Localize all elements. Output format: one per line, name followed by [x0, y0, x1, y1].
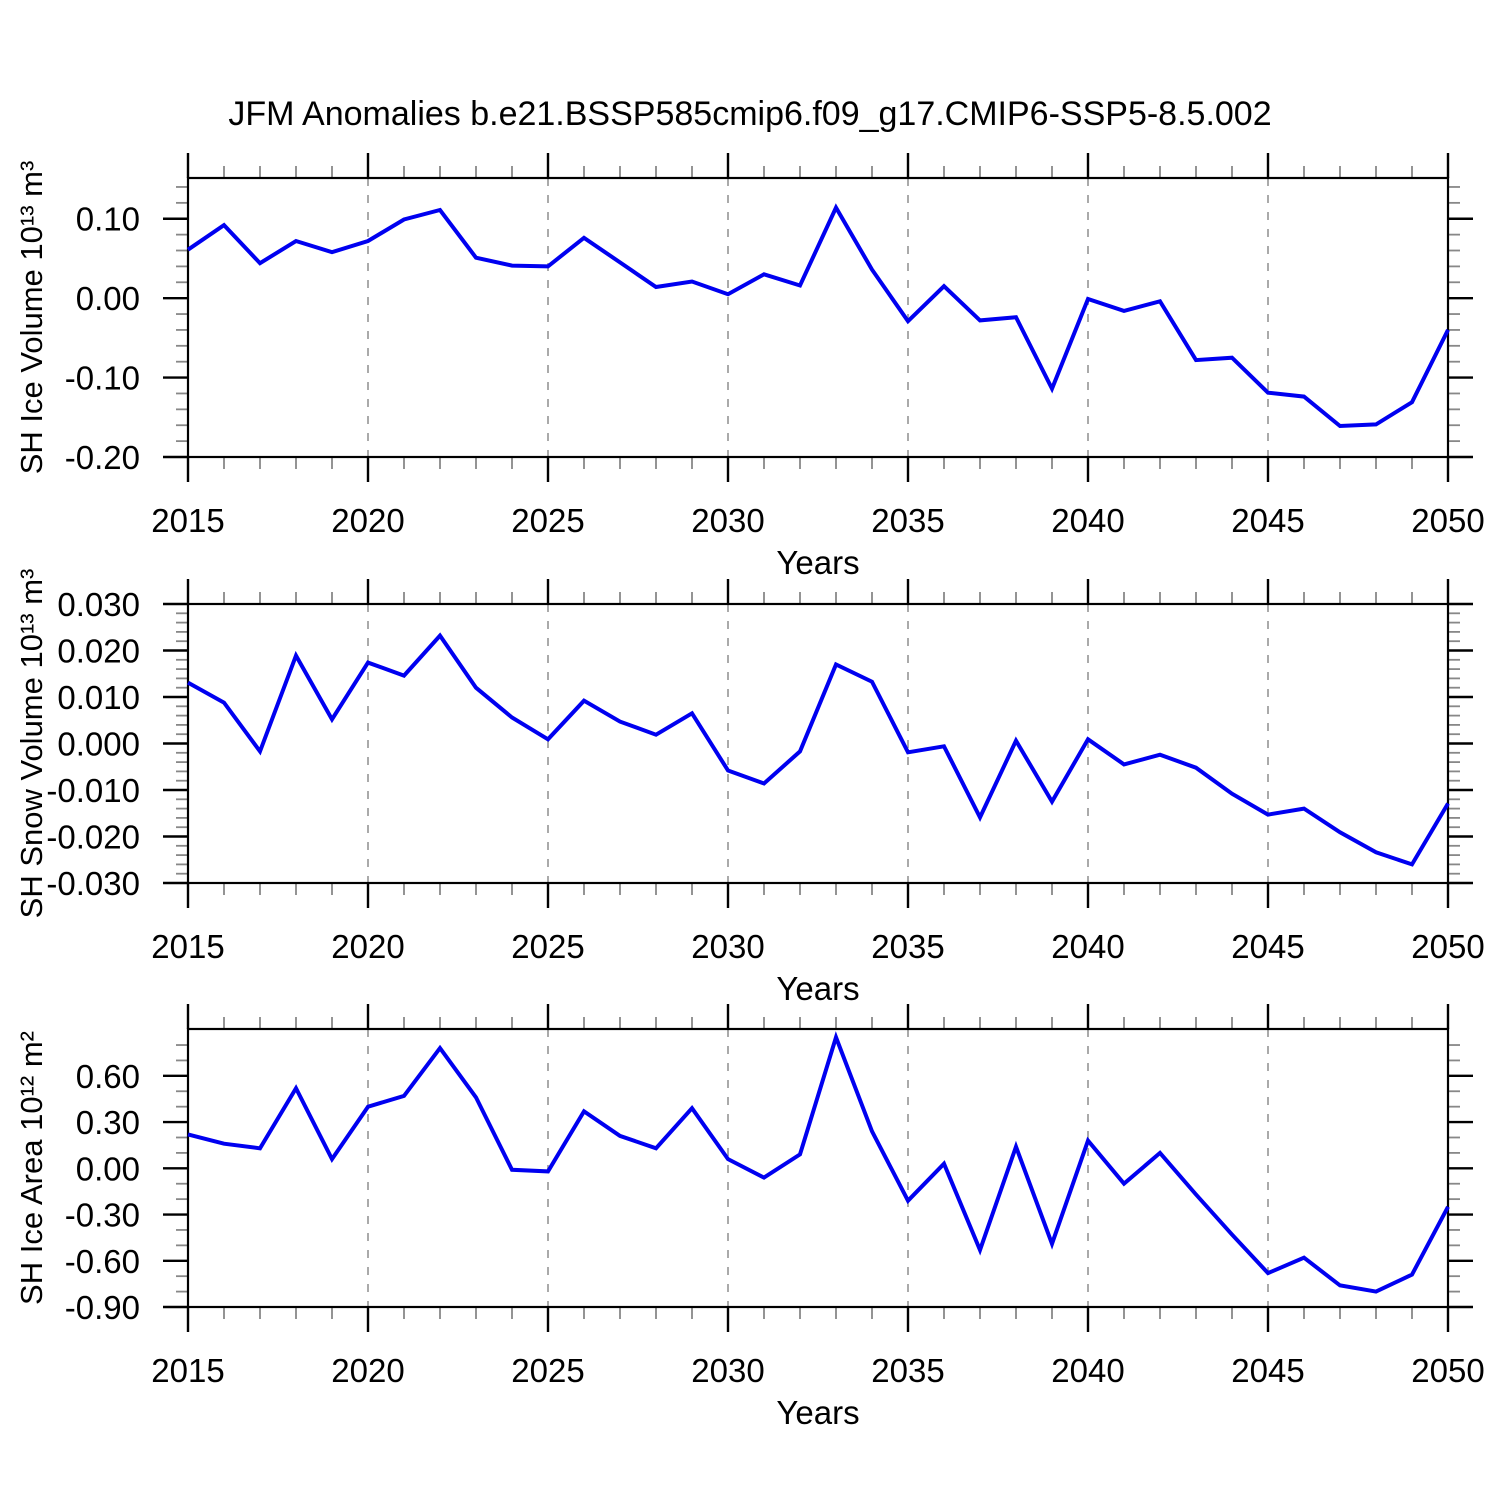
x-tick-label: 2035: [871, 1352, 944, 1389]
y-tick-label: -0.10: [65, 360, 140, 397]
y-tick-label: -0.60: [65, 1243, 140, 1280]
y-tick-label: 0.030: [57, 586, 140, 623]
panel-ice-volume: 0.10 0.00 -0.10 -0.20 2015 2020 2025 2030 2035 20…: [14, 153, 1485, 581]
x-tick-label: 2025: [511, 1352, 584, 1389]
plot-box: [186, 176, 1450, 459]
x-tick-label: 2045: [1231, 502, 1304, 539]
panel-ice-area: 0.60 0.30 0.00 -0.30 -0.60 -0.90 2015 2020 2025 2…: [14, 1004, 1485, 1431]
x-tick-label: 2050: [1411, 502, 1484, 539]
x-tick-label: 2025: [511, 502, 584, 539]
x-tick-label: 2015: [151, 1352, 224, 1389]
y-axis-title: SH Ice Volume 10¹³ m³: [14, 161, 49, 475]
x-tick-label: 2030: [691, 1352, 764, 1389]
plot-box: [186, 602, 1450, 885]
y-tick-label: 0.60: [76, 1058, 140, 1095]
y-tick-label: 0.00: [76, 280, 140, 317]
x-tick-label: 2040: [1051, 928, 1124, 965]
chart-title: JFM Anomalies b.e21.BSSP585cmip6.f09_g17…: [228, 95, 1272, 133]
x-tick-label: 2030: [691, 928, 764, 965]
x-tick-label: 2035: [871, 502, 944, 539]
y-tick-label: 0.010: [57, 679, 140, 716]
y-tick-label: 0.30: [76, 1104, 140, 1141]
y-axis-title: SH Snow Volume 10¹³ m³: [14, 569, 49, 919]
x-tick-label: 2040: [1051, 502, 1124, 539]
plot-box: [186, 1027, 1450, 1309]
y-tick-label: 0.020: [57, 633, 140, 670]
x-tick-label: 2045: [1231, 1352, 1304, 1389]
x-tick-label: 2050: [1411, 1352, 1484, 1389]
x-tick-label: 2030: [691, 502, 764, 539]
panel-snow-volume: 0.030 0.020 0.010 0.000 -0.010 -0.020 -0.030 20…: [14, 569, 1485, 1007]
y-tick-label: -0.90: [65, 1289, 140, 1326]
x-tick-label: 2020: [331, 502, 404, 539]
y-tick-label: 0.00: [76, 1150, 140, 1187]
y-tick-label: -0.30: [65, 1197, 140, 1234]
y-axis-title: SH Ice Area 10¹² m²: [14, 1031, 49, 1305]
x-tick-label: 2050: [1411, 928, 1484, 965]
x-axis-title: Years: [776, 970, 859, 1007]
x-tick-label: 2045: [1231, 928, 1304, 965]
x-tick-label: 2020: [331, 1352, 404, 1389]
data-line-ice-volume: [186, 203, 1450, 429]
y-tick-label: -0.010: [46, 772, 140, 809]
x-axis-title: Years: [776, 1394, 859, 1431]
data-line-ice-area: [187, 1031, 1450, 1294]
x-axis-title: Years: [776, 544, 859, 581]
x-tick-label: 2020: [331, 928, 404, 965]
x-tick-label: 2035: [871, 928, 944, 965]
y-tick-label: -0.030: [46, 865, 140, 902]
y-tick-label: -0.20: [65, 439, 140, 476]
x-tick-label: 2015: [151, 928, 224, 965]
data-line-snow-volume: [187, 632, 1450, 867]
y-tick-label: -0.020: [46, 819, 140, 856]
x-tick-label: 2025: [511, 928, 584, 965]
y-tick-label: 0.000: [57, 726, 140, 763]
x-tick-label: 2040: [1051, 1352, 1124, 1389]
y-tick-label: 0.10: [76, 201, 140, 238]
x-tick-label: 2015: [151, 502, 224, 539]
